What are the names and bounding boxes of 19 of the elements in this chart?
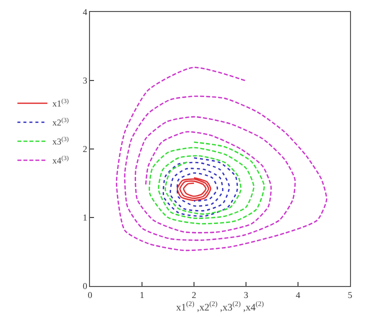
x-tick-label: 3 bbox=[244, 290, 249, 300]
line-series bbox=[162, 157, 238, 217]
line-series bbox=[116, 66, 328, 252]
legend-label: x1$^{(3)}$ bbox=[52, 98, 69, 109]
y-tick-label: 3 bbox=[82, 76, 88, 86]
y-tick-label: 4 bbox=[82, 7, 88, 18]
y-tick-label: 1 bbox=[82, 212, 88, 223]
x-tick-label: 1 bbox=[140, 290, 144, 300]
x-tick-label: 5 bbox=[348, 290, 353, 300]
legend-label: x4$^{(3)}$ bbox=[52, 154, 69, 166]
x-tick-label: 4 bbox=[296, 290, 301, 300]
legend-label: x2$^{(3)}$ bbox=[52, 116, 69, 128]
x-axis-title: x1$^{(2)}$ ,x2$^{(2)}$ ,x3$^{(2)}$ ,x4$^{(2)}$ bbox=[176, 300, 265, 314]
y-tick-label: 2 bbox=[82, 144, 88, 154]
line-series bbox=[148, 142, 265, 224]
y-tick-label: 0 bbox=[82, 281, 88, 292]
legend-label: x3$^{(3)}$ bbox=[52, 136, 69, 147]
x-tick-label: 2 bbox=[192, 290, 196, 300]
line-series bbox=[176, 177, 212, 202]
